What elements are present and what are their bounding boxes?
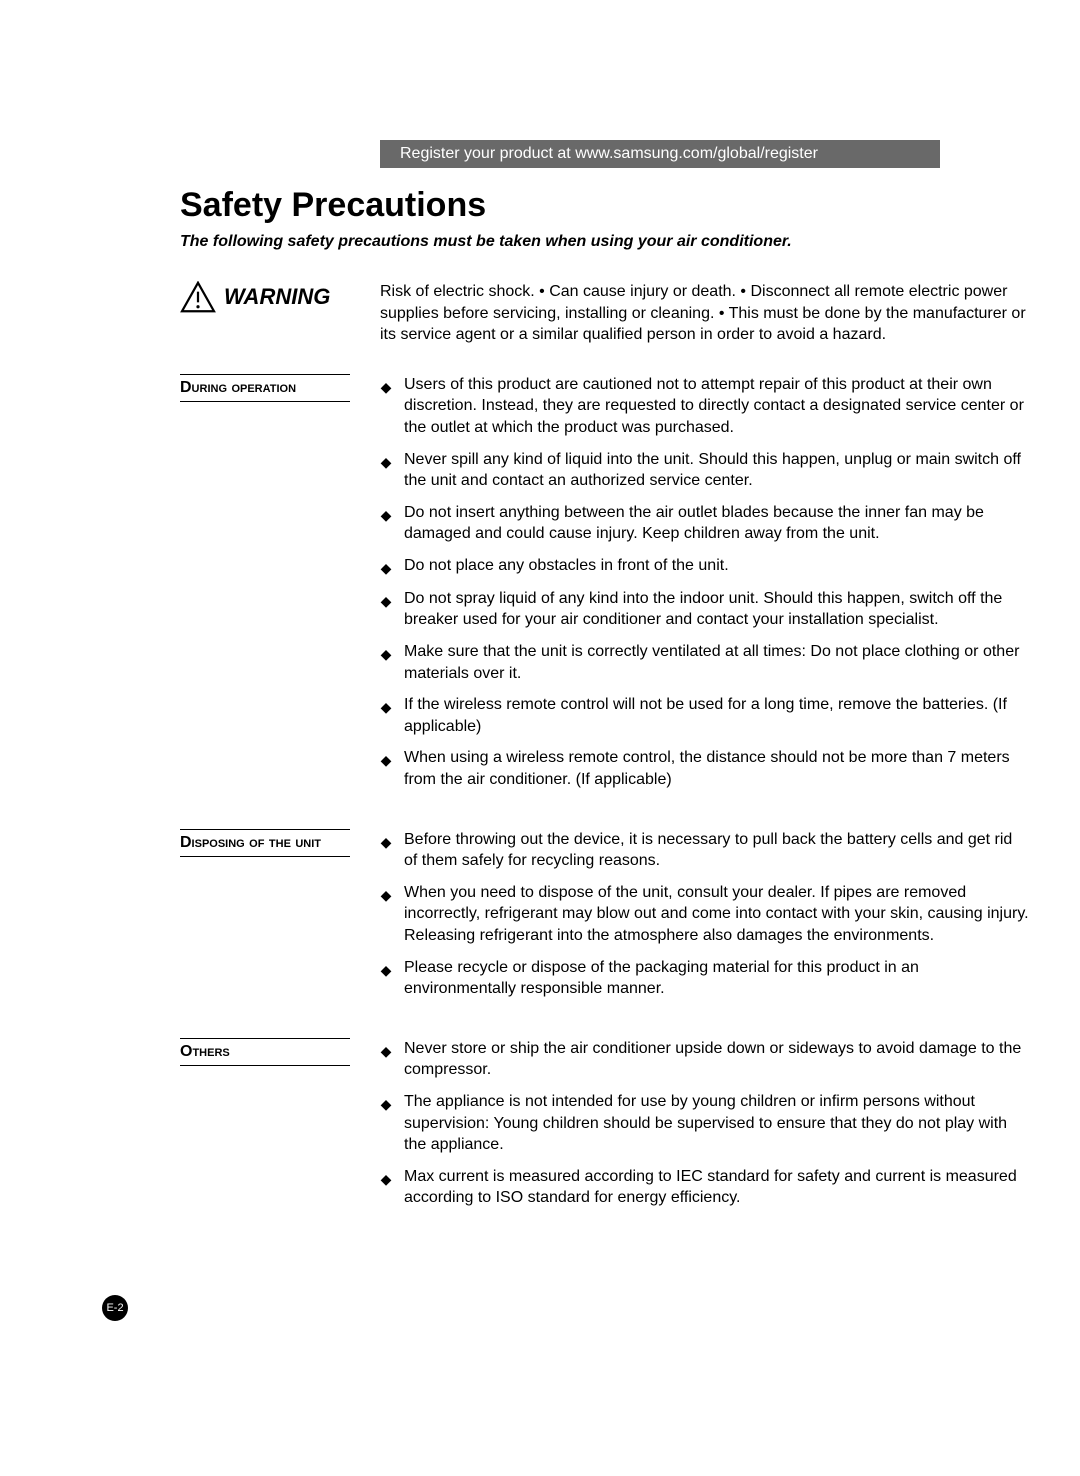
- item-text: Users of this product are cautioned not …: [404, 374, 1030, 439]
- list-item: ◆ When you need to dispose of the unit, c…: [380, 882, 1030, 947]
- section-disposing: Disposing of the unit ◆ Before throwing o…: [180, 829, 1030, 1010]
- diamond-bullet-icon: ◆: [380, 378, 392, 397]
- item-text: Max current is measured according to IEC…: [404, 1166, 1030, 1209]
- diamond-bullet-icon: ◆: [380, 1042, 392, 1061]
- section-items: ◆ Never store or ship the air conditioner…: [380, 1038, 1030, 1219]
- section-label: Others: [180, 1038, 380, 1066]
- section-label-text: Others: [180, 1038, 350, 1066]
- list-item: ◆ Do not spray liquid of any kind into th…: [380, 588, 1030, 631]
- section-label-text: During operation: [180, 374, 350, 402]
- section-others: Others ◆ Never store or ship the air cond…: [180, 1038, 1030, 1219]
- item-text: If the wireless remote control will not …: [404, 694, 1030, 737]
- page-content: Register your product at www.samsung.com…: [180, 30, 1030, 1247]
- warning-label-text: WARNING: [224, 284, 330, 310]
- page-number-badge: E-2: [102, 1295, 128, 1321]
- section-items: ◆ Users of this product are cautioned not…: [380, 374, 1030, 801]
- list-item: ◆ Max current is measured according to IE…: [380, 1166, 1030, 1209]
- item-text: The appliance is not intended for use by…: [404, 1091, 1030, 1156]
- diamond-bullet-icon: ◆: [380, 559, 392, 578]
- item-text: Do not place any obstacles in front of t…: [404, 555, 729, 577]
- list-item: ◆ Never store or ship the air conditioner…: [380, 1038, 1030, 1081]
- item-text: Make sure that the unit is correctly ven…: [404, 641, 1030, 684]
- diamond-bullet-icon: ◆: [380, 592, 392, 611]
- list-item: ◆ Users of this product are cautioned not…: [380, 374, 1030, 439]
- diamond-bullet-icon: ◆: [380, 698, 392, 717]
- register-bar: Register your product at www.samsung.com…: [380, 140, 940, 168]
- diamond-bullet-icon: ◆: [380, 645, 392, 664]
- item-text: Before throwing out the device, it is ne…: [404, 829, 1030, 872]
- item-text: When you need to dispose of the unit, co…: [404, 882, 1030, 947]
- list-item: ◆ Before throwing out the device, it is n…: [380, 829, 1030, 872]
- item-text: Please recycle or dispose of the packagi…: [404, 957, 1030, 1000]
- list-item: ◆ If the wireless remote control will not…: [380, 694, 1030, 737]
- subtitle: The following safety precautions must be…: [180, 233, 1030, 251]
- list-item: ◆ Do not insert anything between the air …: [380, 502, 1030, 545]
- section-label: Disposing of the unit: [180, 829, 380, 857]
- section-label: During operation: [180, 374, 380, 402]
- diamond-bullet-icon: ◆: [380, 833, 392, 852]
- page-title: Safety Precautions: [180, 186, 1030, 225]
- diamond-bullet-icon: ◆: [380, 751, 392, 770]
- sections-container: During operation ◆ Users of this product …: [180, 374, 1030, 1219]
- diamond-bullet-icon: ◆: [380, 886, 392, 905]
- diamond-bullet-icon: ◆: [380, 1095, 392, 1114]
- diamond-bullet-icon: ◆: [380, 453, 392, 472]
- item-text: Never store or ship the air conditioner …: [404, 1038, 1030, 1081]
- list-item: ◆ When using a wireless remote control, t…: [380, 747, 1030, 790]
- list-item: ◆ Never spill any kind of liquid into the…: [380, 449, 1030, 492]
- section-during-operation: During operation ◆ Users of this product …: [180, 374, 1030, 801]
- list-item: ◆ Make sure that the unit is correctly ve…: [380, 641, 1030, 684]
- warning-body-text: Risk of electric shock. • Can cause inju…: [380, 281, 1030, 346]
- item-text: Do not insert anything between the air o…: [404, 502, 1030, 545]
- warning-label: WARNING: [180, 281, 380, 313]
- diamond-bullet-icon: ◆: [380, 506, 392, 525]
- item-text: Do not spray liquid of any kind into the…: [404, 588, 1030, 631]
- list-item: ◆ Do not place any obstacles in front of …: [380, 555, 1030, 578]
- section-label-text: Disposing of the unit: [180, 829, 350, 857]
- list-item: ◆ The appliance is not intended for use b…: [380, 1091, 1030, 1156]
- section-items: ◆ Before throwing out the device, it is n…: [380, 829, 1030, 1010]
- diamond-bullet-icon: ◆: [380, 1170, 392, 1189]
- diamond-bullet-icon: ◆: [380, 961, 392, 980]
- warning-triangle-icon: [180, 281, 216, 313]
- warning-block: WARNING Risk of electric shock. • Can ca…: [180, 281, 1030, 346]
- item-text: When using a wireless remote control, th…: [404, 747, 1030, 790]
- item-text: Never spill any kind of liquid into the …: [404, 449, 1030, 492]
- list-item: ◆ Please recycle or dispose of the packag…: [380, 957, 1030, 1000]
